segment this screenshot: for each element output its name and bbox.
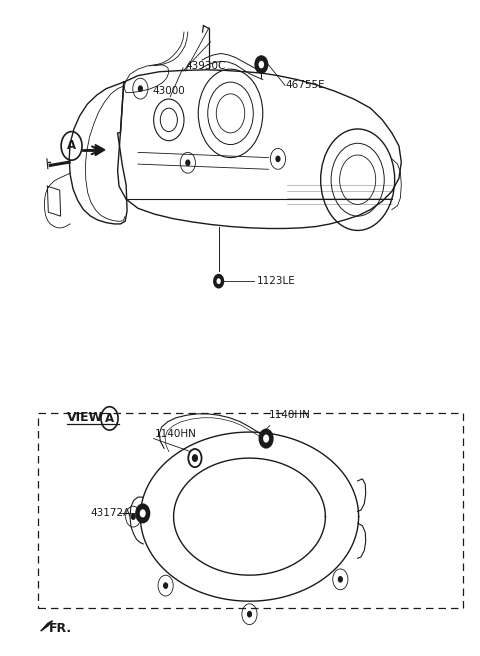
Circle shape [186,160,190,165]
Circle shape [263,434,269,443]
Circle shape [214,275,223,288]
Text: 1140HN: 1140HN [155,428,196,439]
Text: 1123LE: 1123LE [257,276,295,286]
Circle shape [276,156,280,161]
Text: 46755E: 46755E [285,81,324,91]
Text: A: A [67,139,76,152]
Text: VIEW: VIEW [67,411,103,424]
Circle shape [132,514,135,520]
Circle shape [260,430,273,447]
Circle shape [188,449,202,467]
Circle shape [140,509,146,518]
Circle shape [164,583,168,588]
Polygon shape [41,621,53,631]
Circle shape [216,278,221,284]
Text: 43000: 43000 [152,87,185,96]
Circle shape [192,455,197,461]
Circle shape [138,86,142,91]
Polygon shape [96,144,105,155]
Text: 1140HN: 1140HN [268,411,311,420]
Circle shape [259,61,264,68]
Circle shape [338,577,342,582]
Text: A: A [105,412,114,425]
Text: 43172A: 43172A [91,508,131,518]
Circle shape [136,504,149,522]
Circle shape [248,611,252,617]
Text: FR.: FR. [49,622,72,635]
Circle shape [255,56,267,73]
Text: 43930C: 43930C [185,61,226,71]
